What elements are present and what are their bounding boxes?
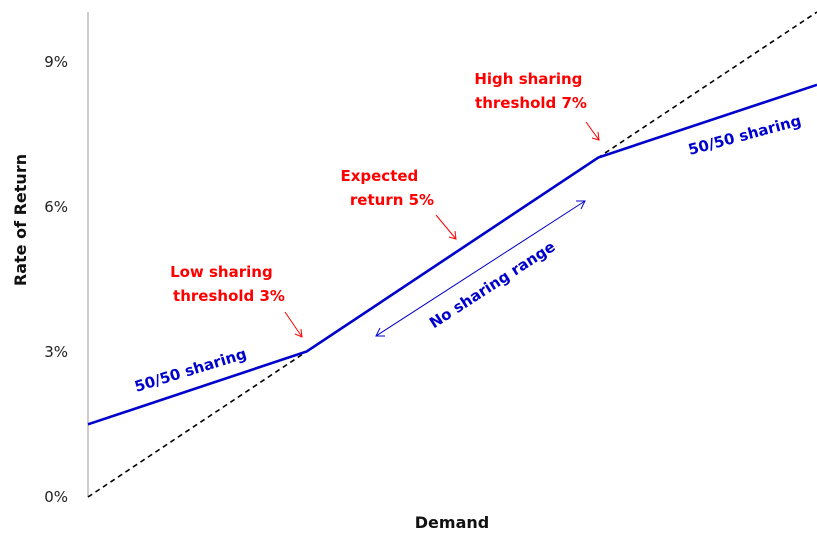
red-pointer-arrows	[284, 121, 600, 338]
low-threshold-label: Low sharing threshold 3%	[170, 263, 285, 305]
expected-return-label: Expected return 5%	[340, 167, 434, 209]
left-sharing-label: 50/50 sharing	[132, 345, 248, 396]
y-tick-label-6: 6%	[44, 198, 68, 216]
high-threshold-arrow	[585, 121, 600, 141]
low-threshold-arrow	[284, 311, 303, 338]
no-sharing-range-arrow	[375, 200, 586, 337]
high-threshold-label: High sharing threshold 7%	[474, 70, 587, 112]
y-tick-labels: 0% 3% 6% 9%	[44, 53, 68, 506]
y-tick-label-0: 0%	[44, 488, 68, 506]
x-axis-title: Demand	[415, 513, 489, 532]
y-axis-title: Rate of Return	[11, 154, 30, 286]
expected-return-arrow	[435, 214, 457, 240]
no-sharing-range-label: No sharing range	[426, 237, 558, 332]
sharing-return-line	[87, 83, 817, 426]
diagonal-reference-line	[87, 11, 817, 498]
y-tick-label-3: 3%	[44, 343, 68, 361]
y-tick-label-9: 9%	[44, 53, 68, 71]
right-sharing-label: 50/50 sharing	[686, 111, 803, 158]
